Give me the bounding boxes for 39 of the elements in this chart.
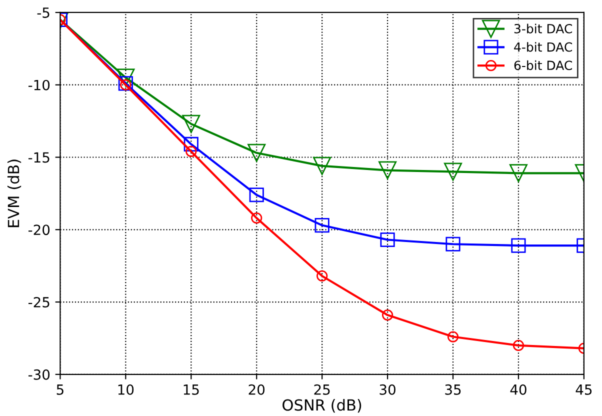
legend-label: 3-bit DAC [514,24,572,34]
point [446,236,460,252]
point [382,309,394,321]
x-tick-label: 25 [314,384,330,395]
legend-label: 4-bit DAC [514,42,572,52]
x-tick-label: 40 [510,384,526,395]
x-tick-label: 35 [445,384,461,395]
x-tick-label: 30 [380,384,396,395]
point [444,162,462,181]
y-tick-label: -15 [28,152,50,163]
x-tick-label: 45 [576,384,592,395]
point [511,238,526,253]
point [314,218,330,233]
point [380,232,395,248]
x-tick-label: 10 [118,384,134,395]
point [248,144,266,162]
y-axis-title: EVM (dB) [7,160,22,228]
x-tick-label: 5 [56,384,64,395]
y-tick-label: -5 [37,8,50,18]
x-tick-label: 15 [184,384,199,395]
point [447,331,459,342]
x-tick-label: 20 [248,384,265,395]
y-tick-label: -10 [28,80,50,90]
y-tick-label: -30 [28,369,50,380]
point [251,212,262,224]
point [313,156,332,175]
point [184,136,198,152]
point [182,114,200,133]
point [249,188,264,202]
point [512,340,524,351]
y-tick-label: -25 [28,296,50,308]
point [316,270,328,282]
point [186,146,197,158]
point [378,161,397,180]
point [116,68,135,87]
x-axis-title: OSNR (dB) [282,398,362,413]
point [509,164,528,182]
legend-label: 6-bit DAC [514,60,572,70]
y-tick-label: -20 [28,224,50,236]
